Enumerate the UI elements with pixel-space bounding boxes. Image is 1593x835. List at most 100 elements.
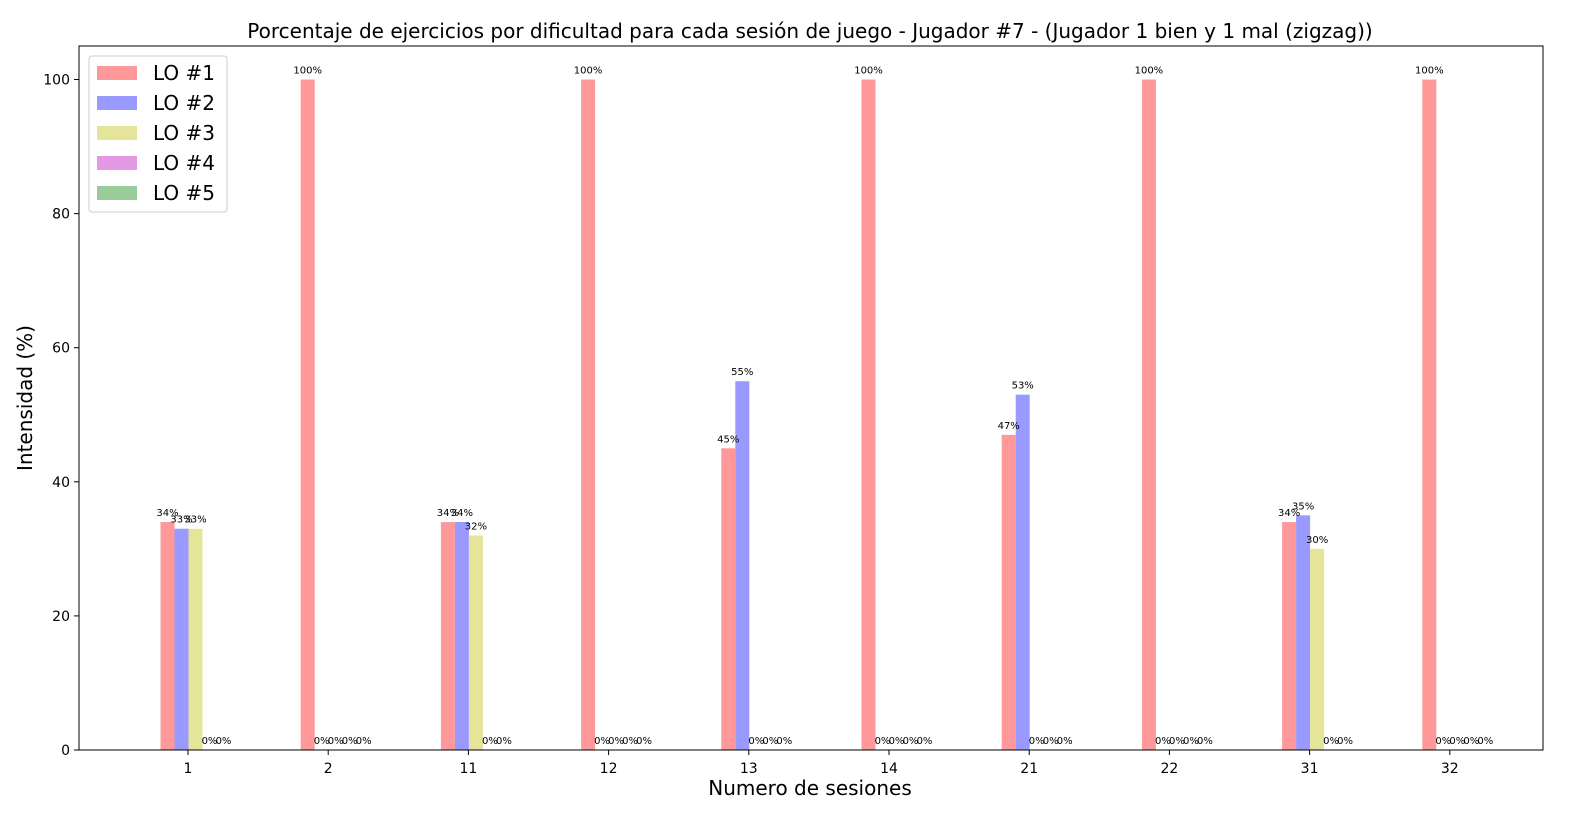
x-tick-label: 22 bbox=[1160, 761, 1178, 777]
data-label: 0% bbox=[342, 736, 358, 747]
bar-lo-2-31 bbox=[1296, 515, 1311, 750]
data-label: 0% bbox=[314, 736, 330, 747]
data-labels-layer: 34%33%33%0%0%100%0%0%0%0%34%34%32%0%0%10… bbox=[156, 66, 1493, 747]
data-label: 47% bbox=[998, 421, 1020, 432]
data-label: 0% bbox=[1183, 736, 1199, 747]
bar-lo-1-12 bbox=[581, 79, 596, 751]
data-label: 35% bbox=[1292, 501, 1314, 512]
y-tick-label: 100 bbox=[43, 73, 70, 89]
y-tick-label: 0 bbox=[61, 743, 70, 759]
bar-lo-1-11 bbox=[440, 522, 455, 750]
data-label: 0% bbox=[594, 736, 610, 747]
bar-lo-2-21 bbox=[1015, 394, 1030, 750]
data-label: 100% bbox=[854, 66, 883, 77]
data-label: 0% bbox=[496, 736, 512, 747]
x-tick-label: 32 bbox=[1441, 761, 1459, 777]
bar-lo-1-14 bbox=[861, 79, 876, 751]
data-label: 34% bbox=[437, 508, 459, 519]
data-label: 45% bbox=[717, 434, 739, 445]
data-label: 100% bbox=[1415, 66, 1444, 77]
bar-lo-1-2 bbox=[300, 79, 315, 751]
data-label: 30% bbox=[1306, 535, 1328, 546]
data-label: 0% bbox=[202, 736, 218, 747]
data-label: 0% bbox=[622, 736, 638, 747]
data-label: 0% bbox=[1477, 736, 1493, 747]
data-label: 0% bbox=[1449, 736, 1465, 747]
bar-lo-1-21 bbox=[1001, 434, 1016, 750]
y-tick-label: 20 bbox=[52, 609, 70, 625]
x-tick-label: 11 bbox=[459, 761, 477, 777]
data-label: 55% bbox=[731, 367, 753, 378]
bar-lo-3-1 bbox=[188, 528, 203, 750]
legend-label: LO #2 bbox=[153, 91, 215, 115]
plot-frame bbox=[78, 45, 1544, 751]
data-label: 0% bbox=[1043, 736, 1059, 747]
legend-swatch bbox=[97, 156, 137, 170]
x-tick-label: 21 bbox=[1020, 761, 1038, 777]
data-label: 0% bbox=[776, 736, 792, 747]
bar-lo-1-32 bbox=[1422, 79, 1437, 751]
legend-label: LO #5 bbox=[153, 181, 215, 205]
bar-lo-3-31 bbox=[1310, 548, 1325, 750]
bar-lo-2-1 bbox=[174, 528, 189, 750]
data-label: 0% bbox=[903, 736, 919, 747]
data-label: 34% bbox=[1278, 508, 1300, 519]
data-label: 0% bbox=[889, 736, 905, 747]
data-label: 0% bbox=[1323, 736, 1339, 747]
data-label: 0% bbox=[748, 736, 764, 747]
data-label: 33% bbox=[170, 515, 192, 526]
data-label: 0% bbox=[636, 736, 652, 747]
x-tick-label: 2 bbox=[324, 761, 333, 777]
data-label: 34% bbox=[451, 508, 473, 519]
bar-lo-2-11 bbox=[454, 522, 469, 750]
data-label: 0% bbox=[1197, 736, 1213, 747]
data-label: 0% bbox=[356, 736, 372, 747]
bars-layer bbox=[160, 79, 1437, 751]
y-tick-label: 60 bbox=[52, 341, 70, 357]
bar-lo-1-31 bbox=[1282, 522, 1297, 750]
x-tick-label: 31 bbox=[1301, 761, 1319, 777]
data-label: 0% bbox=[482, 736, 498, 747]
data-label: 0% bbox=[1337, 736, 1353, 747]
data-label: 33% bbox=[184, 515, 206, 526]
bar-lo-1-22 bbox=[1141, 79, 1156, 751]
data-label: 34% bbox=[156, 508, 178, 519]
bar-lo-1-1 bbox=[160, 522, 175, 750]
legend-swatch bbox=[97, 186, 137, 200]
legend-swatch bbox=[97, 126, 137, 140]
legend-label: LO #3 bbox=[153, 121, 215, 145]
legend-label: LO #4 bbox=[153, 151, 215, 175]
x-tick-label: 14 bbox=[880, 761, 898, 777]
bar-lo-2-13 bbox=[735, 381, 750, 750]
bar-lo-1-13 bbox=[721, 448, 736, 750]
legend-label: LO #1 bbox=[153, 61, 215, 85]
data-label: 32% bbox=[465, 521, 487, 532]
data-label: 0% bbox=[608, 736, 624, 747]
data-label: 0% bbox=[875, 736, 891, 747]
legend: LO #1 LO #2 LO #3 LO #4 LO #5 bbox=[88, 55, 228, 213]
data-label: 0% bbox=[216, 736, 232, 747]
data-label: 100% bbox=[574, 66, 603, 77]
x-tick-label: 1 bbox=[184, 761, 193, 777]
data-label: 0% bbox=[762, 736, 778, 747]
data-label: 0% bbox=[917, 736, 933, 747]
y-axis-label: Intensidad (%) bbox=[13, 325, 37, 471]
data-label: 100% bbox=[293, 66, 322, 77]
x-tick-label: 13 bbox=[740, 761, 758, 777]
y-tick-label: 40 bbox=[52, 475, 70, 491]
data-label: 0% bbox=[1029, 736, 1045, 747]
legend-swatch bbox=[97, 66, 137, 80]
x-axis-label: Numero de sesiones bbox=[708, 776, 912, 800]
chart-title: Porcentaje de ejercicios por dificultad … bbox=[247, 19, 1372, 43]
legend-swatch bbox=[97, 96, 137, 110]
data-label: 53% bbox=[1012, 381, 1034, 392]
y-tick-label: 80 bbox=[52, 207, 70, 223]
legend-box bbox=[88, 55, 228, 213]
data-label: 0% bbox=[1057, 736, 1073, 747]
bar-lo-3-11 bbox=[468, 535, 483, 750]
data-label: 0% bbox=[1463, 736, 1479, 747]
data-label: 0% bbox=[328, 736, 344, 747]
